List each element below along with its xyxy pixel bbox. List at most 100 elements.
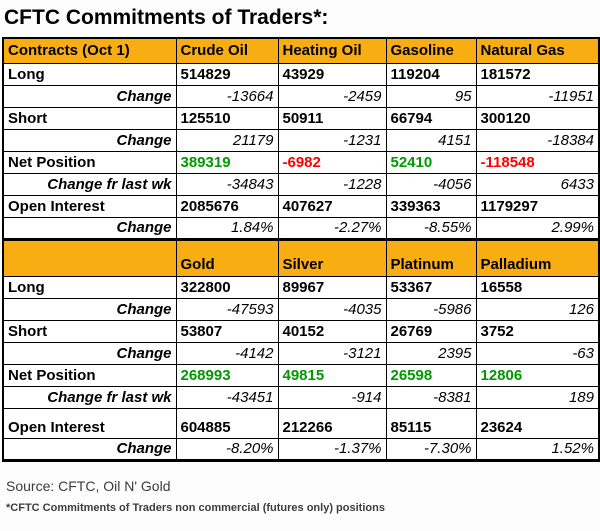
- cell-value: 66794: [385, 106, 477, 130]
- cell-value: -11951: [475, 84, 600, 108]
- cell-value: -3121: [277, 341, 387, 365]
- column-header: Heating Oil: [277, 37, 387, 64]
- source-text: Source: CFTC, Oil N' Gold: [6, 477, 171, 494]
- cell-value: -7.30%: [385, 437, 477, 461]
- table-row: Change -47593 -4035 -5986 126: [2, 297, 600, 321]
- cell-value: 268993: [175, 363, 279, 387]
- cell-value: 6433: [475, 172, 600, 196]
- cell-value: 2395: [385, 341, 477, 365]
- row-label: Change: [2, 128, 177, 152]
- cell-value: 181572: [475, 62, 600, 86]
- cell-value: 126: [475, 297, 600, 321]
- cell-value: -4056: [385, 172, 477, 196]
- table-row: Long 322800 89967 53367 16558: [2, 275, 600, 299]
- cell-value: 212266: [277, 407, 387, 439]
- cell-value: 4151: [385, 128, 477, 152]
- cell-value: 43929: [277, 62, 387, 86]
- row-label: Long: [2, 275, 177, 299]
- cell-value: 322800: [175, 275, 279, 299]
- cell-value: 26769: [385, 319, 477, 343]
- cell-value: 2.99%: [475, 216, 600, 240]
- section-2-header-row: Gold Silver Platinum Palladium: [2, 237, 600, 277]
- table-row: Change fr last wk -34843 -1228 -4056 6433: [2, 172, 600, 196]
- cell-value: -4142: [175, 341, 279, 365]
- cell-value: 26598: [385, 363, 477, 387]
- cell-value: -8381: [385, 385, 477, 409]
- cell-value: -63: [475, 341, 600, 365]
- column-header: Gasoline: [385, 37, 477, 64]
- cell-value: 52410: [385, 150, 477, 174]
- column-header: Palladium: [475, 237, 600, 277]
- cell-value: 604885: [175, 407, 279, 439]
- cell-value: 12806: [475, 363, 600, 387]
- column-header: Silver: [277, 237, 387, 277]
- cell-value: -43451: [175, 385, 279, 409]
- column-header: Platinum: [385, 237, 477, 277]
- cell-value: -5986: [385, 297, 477, 321]
- cell-value: 50911: [277, 106, 387, 130]
- cell-value: 49815: [277, 363, 387, 387]
- table-row: Change 21179 -1231 4151 -18384: [2, 128, 600, 152]
- corner-header-cell: Contracts (Oct 1): [2, 37, 177, 64]
- column-header: Crude Oil: [175, 37, 279, 64]
- cell-value: 2085676: [175, 194, 279, 218]
- cell-value: 1.84%: [175, 216, 279, 240]
- cell-value: 1.52%: [475, 437, 600, 461]
- cell-value: 40152: [277, 319, 387, 343]
- row-label: Change: [2, 297, 177, 321]
- cell-value: -13664: [175, 84, 279, 108]
- cell-value: -914: [277, 385, 387, 409]
- corner-header-cell: [2, 237, 177, 277]
- table-row: Short 125510 50911 66794 300120: [2, 106, 600, 130]
- cell-value: 389319: [175, 150, 279, 174]
- cell-value: 21179: [175, 128, 279, 152]
- row-label: Open Interest: [2, 407, 177, 439]
- cell-value: -2459: [277, 84, 387, 108]
- row-label: Net Position: [2, 363, 177, 387]
- row-label: Long: [2, 62, 177, 86]
- cell-value: 95: [385, 84, 477, 108]
- cell-value: -1228: [277, 172, 387, 196]
- row-label: Net Position: [2, 150, 177, 174]
- table-row: Change fr last wk -43451 -914 -8381 189: [2, 385, 600, 409]
- cell-value: 23624: [475, 407, 600, 439]
- cot-table: Contracts (Oct 1) Crude Oil Heating Oil Gas…: [2, 37, 600, 462]
- cell-value: -47593: [175, 297, 279, 321]
- table-row: Net Position 389319 -6982 52410 -118548: [2, 150, 600, 174]
- footnote-text: *CFTC Commitments of Traders non commerc…: [6, 501, 385, 514]
- cell-value: 53807: [175, 319, 279, 343]
- table-row: Short 53807 40152 26769 3752: [2, 319, 600, 343]
- table-row: Change 1.84% -2.27% -8.55% 2.99%: [2, 216, 600, 240]
- table-row: Change -8.20% -1.37% -7.30% 1.52%: [2, 437, 600, 461]
- row-label: Short: [2, 106, 177, 130]
- table-row: Net Position 268993 49815 26598 12806: [2, 363, 600, 387]
- section-1-header-row: Contracts (Oct 1) Crude Oil Heating Oil Gas…: [2, 37, 600, 64]
- column-header: Gold: [175, 237, 279, 277]
- table-row: Change -13664 -2459 95 -11951: [2, 84, 600, 108]
- cell-value: 1179297: [475, 194, 600, 218]
- table-row: Open Interest 604885 212266 85115 23624: [2, 407, 600, 439]
- table-row: Change -4142 -3121 2395 -63: [2, 341, 600, 365]
- row-label: Change: [2, 216, 177, 240]
- cell-value: -8.55%: [385, 216, 477, 240]
- cell-value: -8.20%: [175, 437, 279, 461]
- cell-value: 125510: [175, 106, 279, 130]
- cell-value: -18384: [475, 128, 600, 152]
- cell-value: -118548: [475, 150, 600, 174]
- cell-value: 16558: [475, 275, 600, 299]
- row-label: Change: [2, 341, 177, 365]
- cell-value: 85115: [385, 407, 477, 439]
- cell-value: 514829: [175, 62, 279, 86]
- row-label: Short: [2, 319, 177, 343]
- page-title: CFTC Commitments of Traders*:: [4, 6, 329, 29]
- cell-value: 407627: [277, 194, 387, 218]
- row-label: Change: [2, 437, 177, 461]
- cell-value: -34843: [175, 172, 279, 196]
- row-label: Change fr last wk: [2, 172, 177, 196]
- cell-value: 53367: [385, 275, 477, 299]
- cell-value: -1.37%: [277, 437, 387, 461]
- row-label: Open Interest: [2, 194, 177, 218]
- cell-value: 89967: [277, 275, 387, 299]
- cell-value: 119204: [385, 62, 477, 86]
